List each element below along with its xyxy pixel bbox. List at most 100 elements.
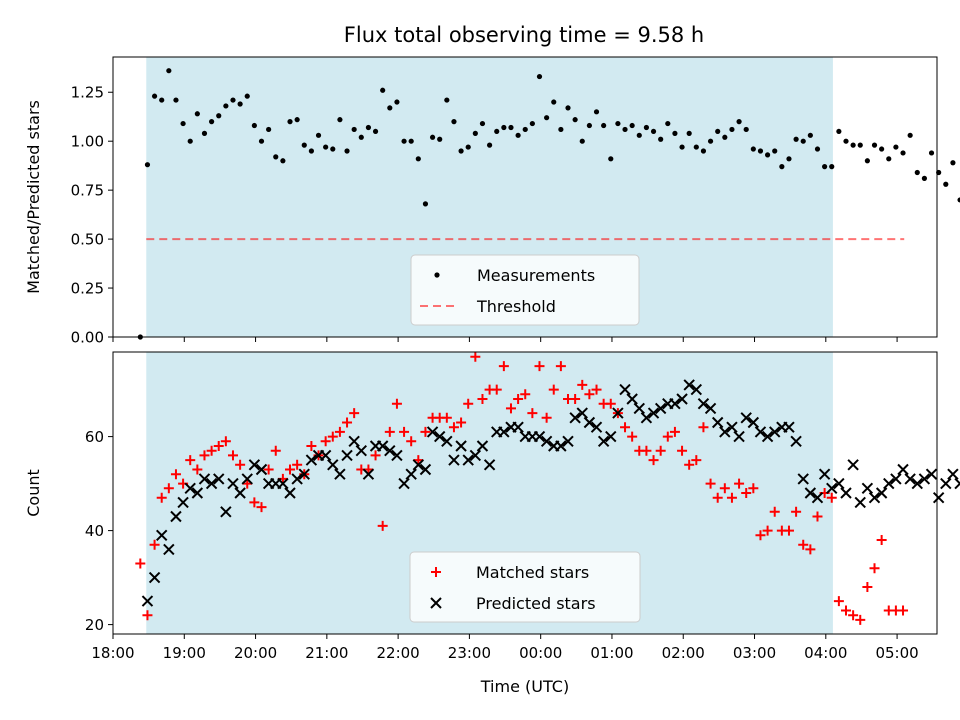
predicted-star-point: [141, 595, 154, 607]
predicted-star-point: [555, 440, 567, 452]
measurement-point: [351, 126, 357, 133]
matched-star-point: [855, 614, 866, 625]
predicted-star-point: [633, 402, 645, 415]
measurement-point: [572, 117, 578, 123]
predicted-star-point: [220, 506, 232, 518]
predicted-star-point: [704, 402, 717, 415]
matched-star-point: [420, 426, 431, 437]
measurement-point: [551, 99, 557, 105]
matched-star-point: [620, 422, 631, 433]
predicted-star-point: [148, 571, 161, 584]
matched-star-point: [755, 530, 766, 541]
measurement-point: [700, 148, 707, 154]
measurement-point: [387, 105, 393, 111]
measurement-point: [315, 132, 322, 138]
measurement-point: [900, 150, 906, 156]
measurement-point: [736, 119, 742, 125]
matched-star-point: [213, 441, 224, 451]
predicted-star-point: [398, 477, 410, 490]
predicted-star-point: [854, 496, 866, 509]
measurement-point: [151, 93, 158, 99]
measurement-point: [380, 87, 386, 93]
measurement-point: [779, 164, 785, 170]
measurement-point: [793, 136, 799, 142]
bottom-y-tick-label: 40: [85, 522, 104, 540]
measurement-point: [829, 164, 835, 170]
predicted-star-point: [540, 435, 553, 448]
measurement-point: [764, 152, 771, 158]
predicted-star-point: [676, 393, 688, 405]
matched-star-point: [384, 426, 395, 437]
predicted-star-point: [754, 426, 767, 438]
predicted-star-point: [904, 473, 916, 485]
measurement-point: [230, 97, 236, 103]
predicted-star-point: [234, 487, 246, 499]
measurement-point: [330, 146, 336, 152]
predicted-star-point: [954, 477, 960, 490]
chart-title: Flux total observing time = 9.58 h: [344, 23, 704, 47]
matched-star-point: [342, 417, 353, 428]
measurement-point: [707, 138, 714, 144]
x-axis-label: Time (UTC): [480, 677, 569, 696]
predicted-star-point: [533, 430, 546, 443]
predicted-star-point: [640, 412, 653, 424]
measurement-point: [907, 132, 913, 138]
predicted-star-point: [163, 543, 175, 556]
predicted-star-point: [654, 402, 667, 415]
predicted-star-point: [170, 510, 182, 523]
predicted-star-point: [455, 440, 467, 452]
matched-star-point: [548, 384, 559, 395]
measurement-point: [871, 142, 878, 148]
predicted-star-point: [925, 468, 938, 480]
matched-star-point: [848, 610, 859, 621]
matched-star-point: [163, 483, 174, 494]
top-y-tick-label: 0.00: [71, 329, 104, 347]
matched-star-point: [698, 422, 709, 433]
top-legend-box: [410, 254, 640, 326]
predicted-star-point: [826, 482, 838, 495]
top-y-tick-label: 1.25: [71, 84, 104, 102]
measurement-point: [465, 144, 471, 150]
predicted-star-point: [883, 477, 895, 490]
matched-star-point: [748, 483, 759, 494]
measurement-point: [957, 197, 960, 203]
predicted-star-point: [448, 454, 460, 466]
legend-label: Matched stars: [476, 563, 589, 582]
measurement-point: [472, 130, 478, 136]
predicted-star-point: [284, 487, 296, 499]
matched-star-point: [306, 441, 317, 451]
predicted-star-point: [426, 426, 439, 438]
measurement-point: [522, 126, 528, 133]
predicted-star-point: [947, 468, 959, 480]
measurement-point: [629, 122, 635, 129]
matched-star-point: [705, 478, 716, 489]
measurement-point: [515, 132, 521, 138]
predicted-star-point: [241, 473, 253, 485]
matched-star-point: [199, 450, 210, 461]
measurement-point: [636, 132, 642, 138]
predicted-star-point: [840, 487, 852, 499]
predicted-star-point: [726, 421, 738, 433]
matched-star-point: [726, 492, 737, 503]
bottom-y-axis-label: Count: [24, 469, 43, 517]
matched-star-point: [520, 389, 531, 400]
measurement-point: [943, 181, 949, 187]
predicted-star-point: [740, 412, 752, 424]
matched-star-point: [898, 605, 909, 616]
matched-star-point: [470, 351, 481, 362]
measurement-point: [658, 136, 664, 142]
measurement-point: [836, 128, 842, 135]
matched-star-point: [591, 384, 602, 395]
predicted-star-point: [847, 459, 859, 471]
measurement-point: [722, 134, 728, 140]
measurement-point: [608, 156, 614, 162]
predicted-star-point: [669, 397, 681, 410]
measurement-point: [650, 128, 657, 135]
predicted-star-point: [255, 463, 268, 476]
matched-star-point: [292, 459, 303, 470]
matched-star-point: [798, 539, 809, 550]
predicted-star-point: [761, 430, 774, 443]
measurement-point: [864, 158, 870, 164]
top-y-tick-label: 0.25: [71, 280, 104, 298]
